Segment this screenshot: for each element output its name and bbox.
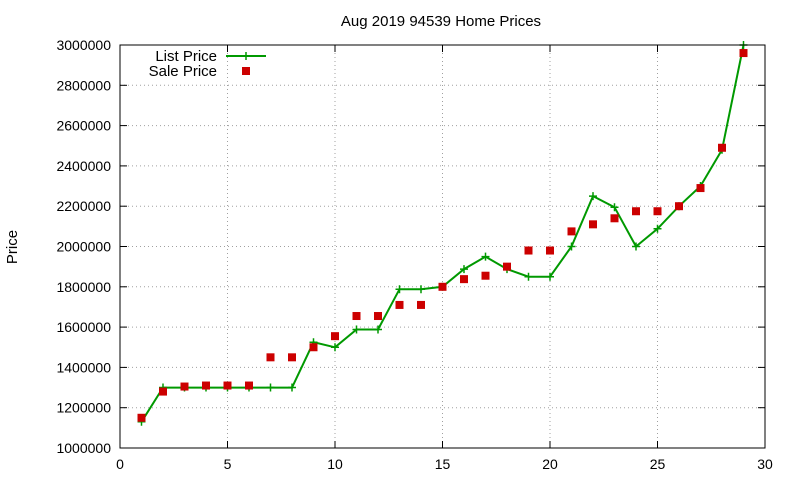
chart-title: Aug 2019 94539 Home Prices bbox=[341, 13, 541, 30]
x-tick-label: 5 bbox=[224, 456, 232, 472]
sale-price-point bbox=[718, 143, 726, 152]
list-price-point bbox=[589, 192, 597, 201]
sale-price-point bbox=[524, 246, 533, 255]
sale-price-point bbox=[245, 381, 253, 390]
plot-frame bbox=[119, 44, 766, 449]
sale-price-point bbox=[223, 381, 232, 390]
sale-price-point bbox=[481, 271, 490, 280]
y-tick-label: 2600000 bbox=[56, 118, 111, 134]
y-tick-label: 2200000 bbox=[56, 198, 111, 214]
axis-ticks: 1000000 1200000 1400000 1600000 1800000 20000… bbox=[56, 37, 773, 472]
sale-price-point bbox=[632, 207, 640, 216]
y-tick-label: 1000000 bbox=[56, 440, 111, 456]
legend-marker-sale-price bbox=[242, 67, 250, 75]
sale-price-point bbox=[438, 282, 447, 291]
x-tick-label: 30 bbox=[757, 456, 773, 472]
x-tick-label: 0 bbox=[116, 456, 124, 472]
list-price-point bbox=[546, 272, 554, 281]
sale-price-point bbox=[202, 381, 210, 390]
sale-price-point bbox=[739, 49, 748, 58]
x-tick-label: 25 bbox=[650, 456, 666, 472]
list-price-point bbox=[567, 242, 576, 251]
x-tick-label: 20 bbox=[542, 456, 558, 472]
sale-price-point bbox=[137, 413, 146, 422]
sale-price-point bbox=[675, 202, 683, 211]
y-tick-label: 2800000 bbox=[56, 77, 111, 93]
list-price-point bbox=[352, 325, 361, 334]
sale-price-point bbox=[696, 184, 705, 193]
y-tick-label: 1200000 bbox=[56, 400, 111, 416]
sale-price-point bbox=[374, 312, 382, 321]
list-price-point bbox=[288, 383, 296, 392]
list-price-point bbox=[266, 383, 275, 392]
list-price-point bbox=[331, 343, 339, 352]
y-axis-label: Price bbox=[4, 230, 21, 264]
list-price-point bbox=[481, 252, 490, 261]
sale-price-point bbox=[288, 353, 296, 362]
sale-price-point bbox=[460, 275, 468, 284]
sale-price-point bbox=[589, 220, 597, 229]
list-price-point bbox=[653, 224, 662, 233]
list-price-point bbox=[460, 265, 468, 274]
legend-label-sale-price: Sale Price bbox=[149, 63, 217, 80]
y-tick-label: 2000000 bbox=[56, 239, 111, 255]
sale-price-point bbox=[503, 262, 511, 271]
sale-price-point bbox=[159, 387, 167, 396]
sale-price-point bbox=[180, 382, 189, 391]
sale-price-point bbox=[352, 312, 361, 321]
list-price-point bbox=[632, 242, 640, 251]
series-layer bbox=[137, 41, 748, 426]
x-tick-label: 15 bbox=[435, 456, 451, 472]
sale-price-point bbox=[331, 332, 339, 341]
list-price-point bbox=[417, 285, 425, 294]
y-tick-label: 1600000 bbox=[56, 319, 111, 335]
y-tick-label: 3000000 bbox=[56, 37, 111, 53]
list-price-point bbox=[374, 325, 382, 334]
sale-price-point bbox=[395, 300, 404, 309]
sale-price-point bbox=[309, 343, 318, 352]
y-tick-label: 1800000 bbox=[56, 279, 111, 295]
list-price-point bbox=[610, 203, 619, 212]
sale-price-point bbox=[266, 353, 275, 362]
y-tick-label: 2400000 bbox=[56, 158, 111, 174]
legend-marker-list-price bbox=[242, 52, 250, 60]
sale-price-point bbox=[546, 246, 554, 255]
list-price-point bbox=[395, 285, 404, 294]
sale-price-point bbox=[417, 300, 425, 309]
sale-price-point bbox=[610, 214, 619, 223]
list-price-point bbox=[524, 272, 533, 281]
sale-price-point bbox=[653, 207, 662, 216]
legend-label-list-price: List Price bbox=[155, 48, 217, 65]
x-tick-label: 10 bbox=[327, 456, 343, 472]
y-tick-label: 1400000 bbox=[56, 359, 111, 375]
sale-price-point bbox=[567, 227, 576, 236]
